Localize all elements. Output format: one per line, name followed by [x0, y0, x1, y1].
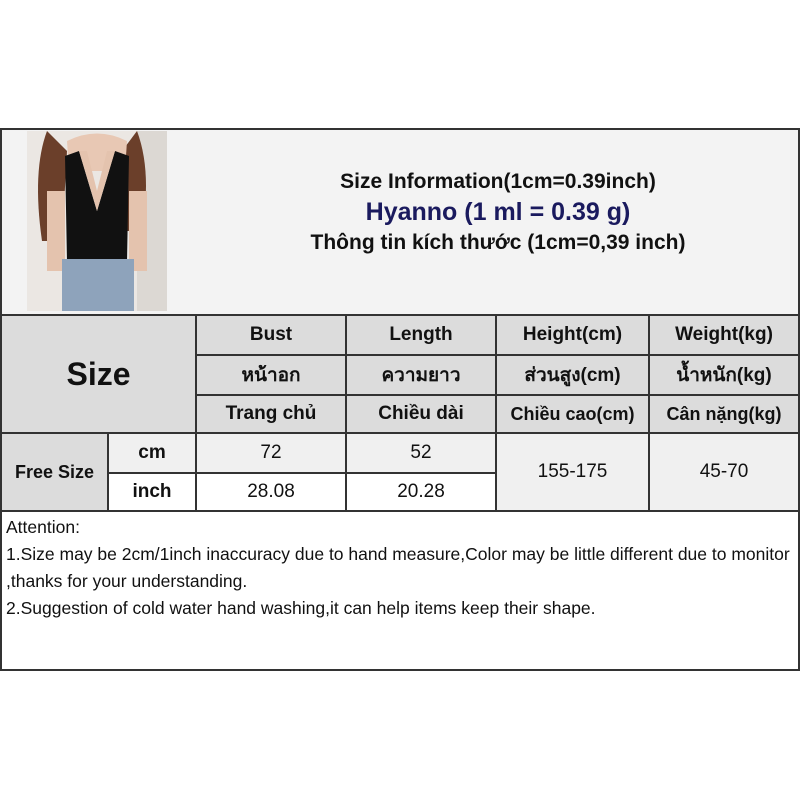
col-height-en: Height(cm) — [495, 314, 650, 356]
attention-notes: Attention: 1.Size may be 2cm/1inch inacc… — [0, 510, 800, 671]
bust-cm-value: 72 — [195, 432, 347, 474]
size-label: Size — [0, 314, 197, 434]
brand-title: Hyanno (1 ml = 0.39 g) — [365, 198, 631, 226]
weight-value: 45-70 — [648, 432, 800, 512]
col-length-vi: Chiều dài — [345, 394, 497, 434]
col-bust-th: หน้าอก — [195, 354, 347, 396]
vietnamese-title: Thông tin kích thước (1cm=0,39 inch) — [310, 231, 686, 254]
bust-inch-value: 28.08 — [195, 472, 347, 512]
col-weight-en: Weight(kg) — [648, 314, 800, 356]
attention-title: Attention: — [6, 517, 80, 537]
unit-inch: inch — [107, 472, 197, 512]
unit-cm: cm — [107, 432, 197, 474]
product-photo — [27, 131, 167, 311]
title-block: Size Information(1cm=0.39inch) Hyanno (1… — [196, 170, 800, 259]
col-weight-vi: Cân nặng(kg) — [648, 394, 800, 434]
col-bust-en: Bust — [195, 314, 347, 356]
col-length-en: Length — [345, 314, 497, 356]
col-length-th: ความยาว — [345, 354, 497, 396]
length-cm-value: 52 — [345, 432, 497, 474]
col-weight-th: น้ำหนัก(kg) — [648, 354, 800, 396]
col-height-vi: Chiều cao(cm) — [495, 394, 650, 434]
size-info-title: Size Information(1cm=0.39inch) — [340, 170, 656, 193]
length-inch-value: 20.28 — [345, 472, 497, 512]
free-size-label: Free Size — [0, 432, 109, 512]
attention-note-1: 1.Size may be 2cm/1inch inaccuracy due t… — [6, 544, 790, 591]
attention-note-2: 2.Suggestion of cold water hand washing,… — [6, 598, 596, 618]
height-value: 155-175 — [495, 432, 650, 512]
col-bust-vi: Trang chủ — [195, 394, 347, 434]
col-height-th: ส่วนสูง(cm) — [495, 354, 650, 396]
